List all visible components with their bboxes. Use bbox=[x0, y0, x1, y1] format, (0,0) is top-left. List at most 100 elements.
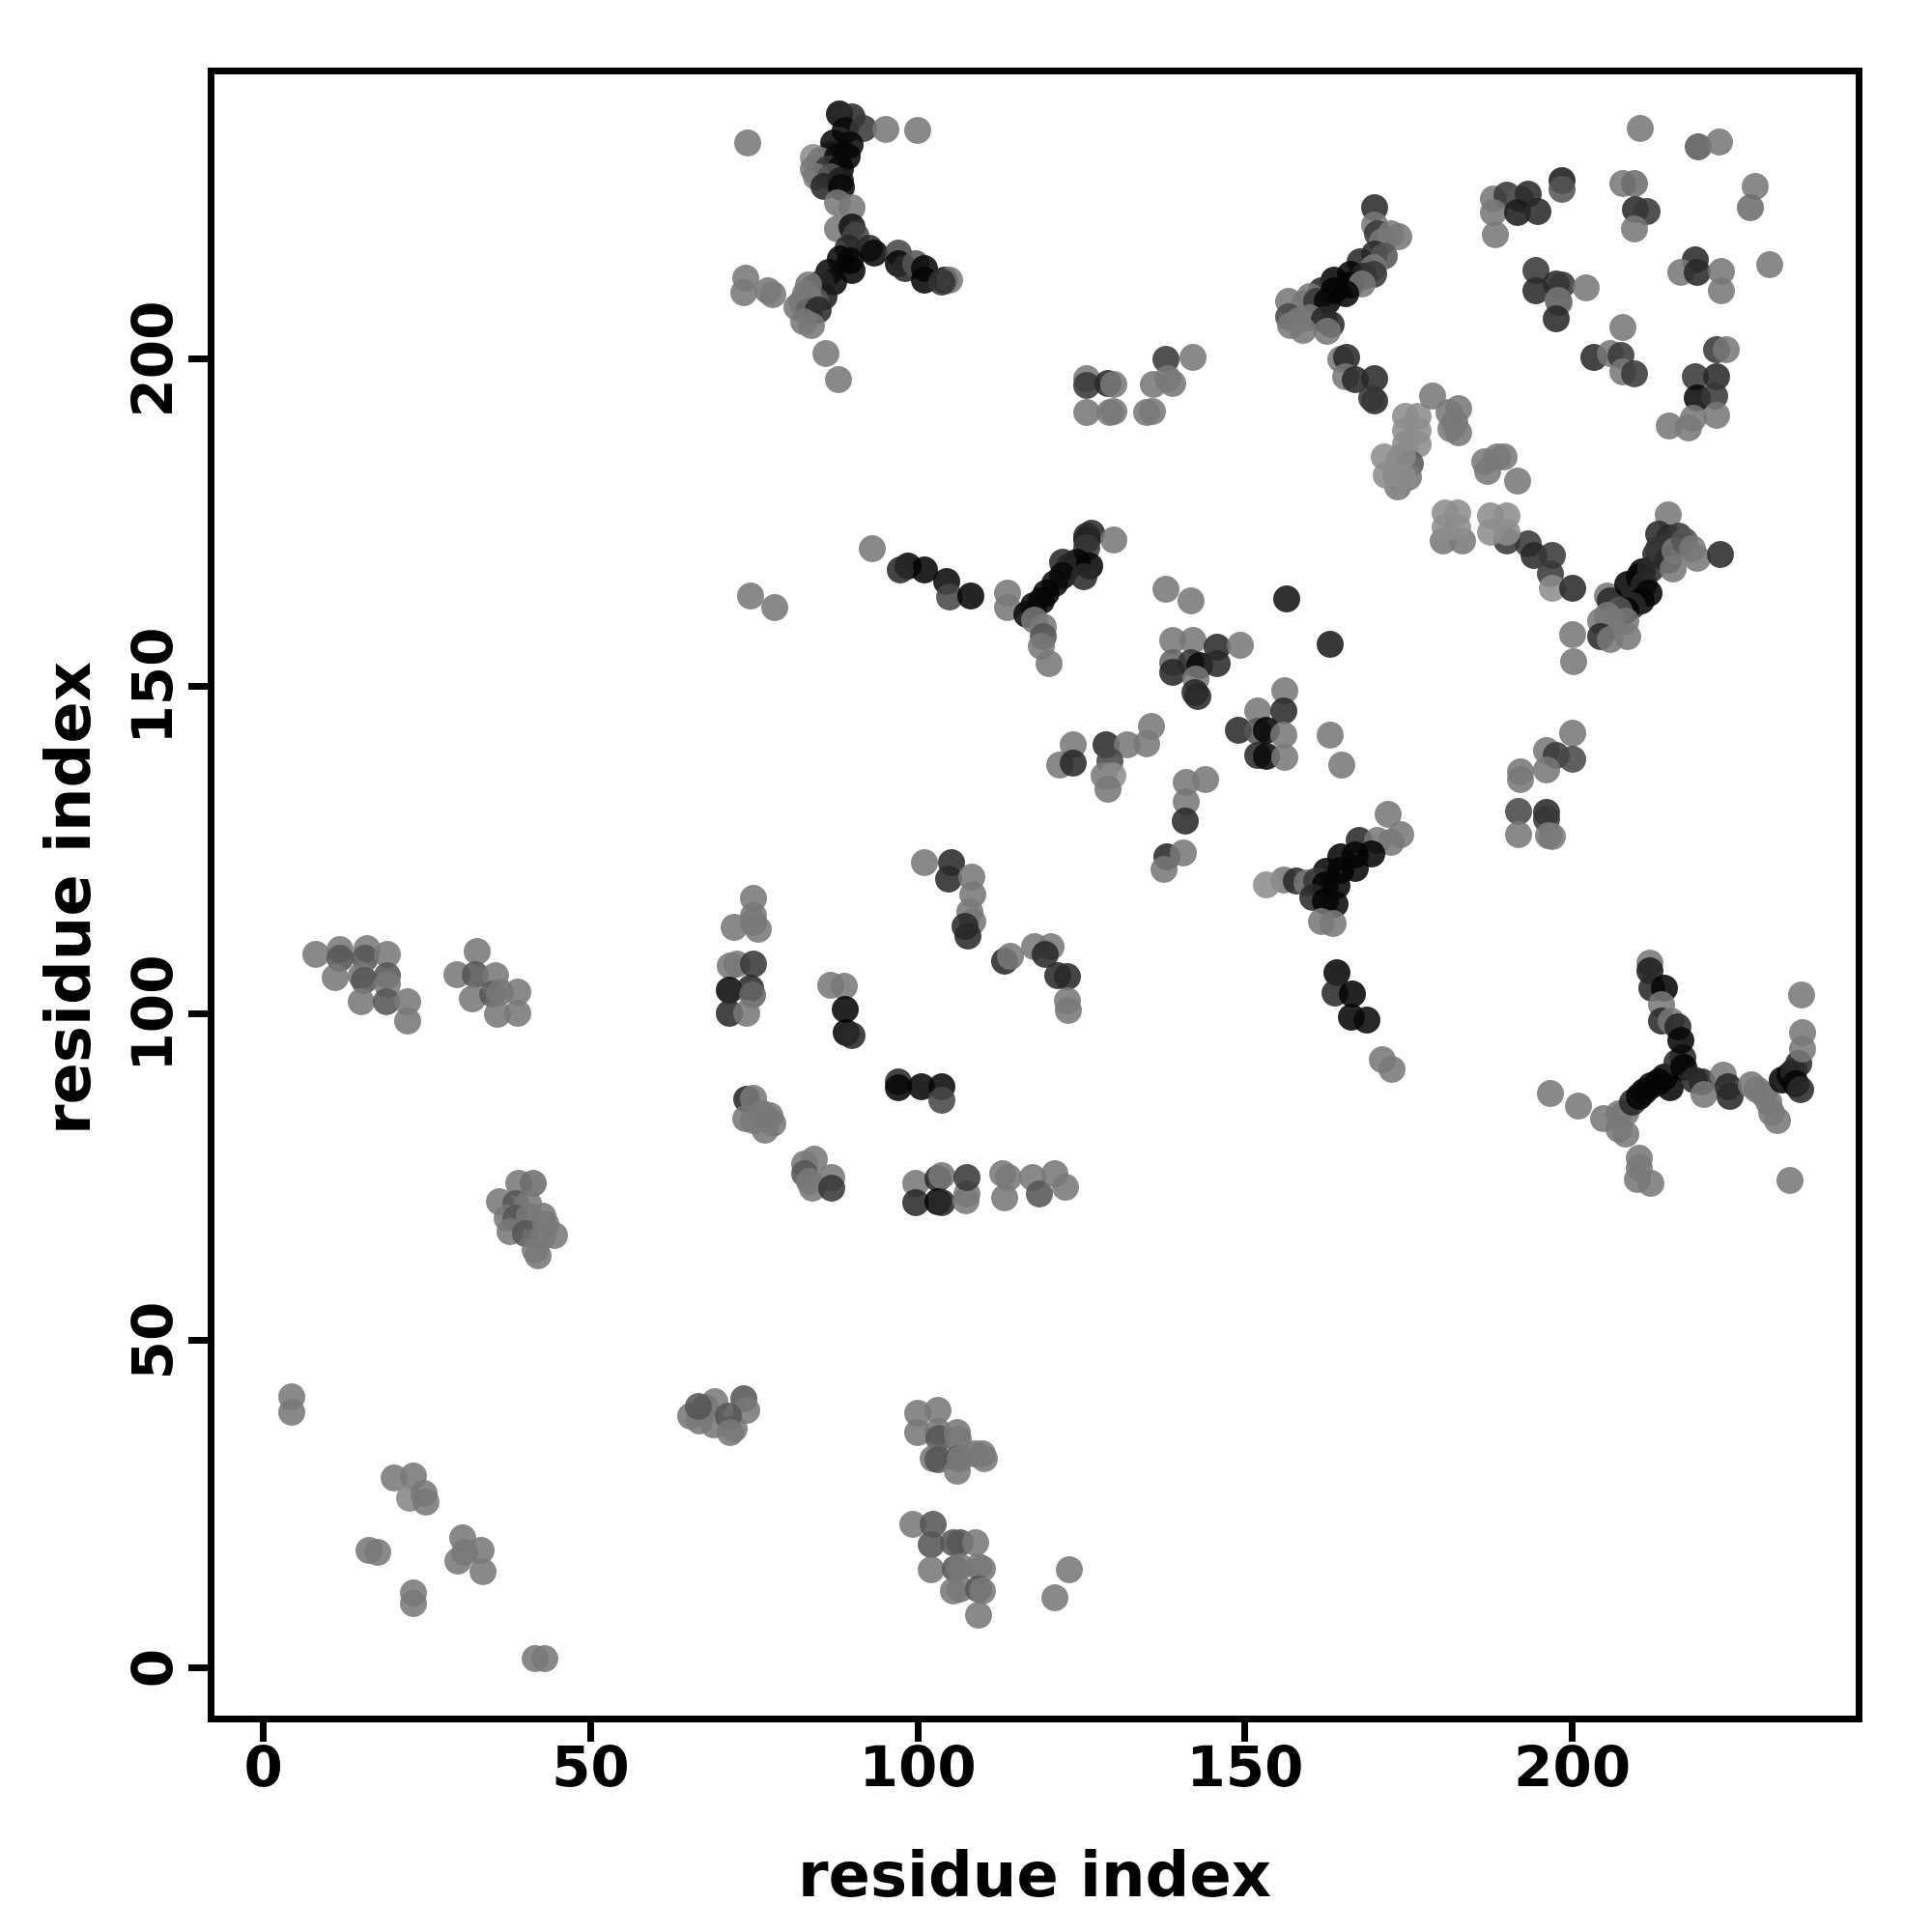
data-point bbox=[1621, 170, 1649, 198]
data-point bbox=[1481, 220, 1509, 248]
data-point bbox=[736, 582, 764, 610]
data-point bbox=[1506, 766, 1534, 794]
x-tick-label: 200 bbox=[1514, 1734, 1632, 1800]
data-point bbox=[1558, 745, 1586, 773]
data-point bbox=[1712, 335, 1740, 363]
data-point bbox=[1492, 519, 1520, 547]
data-point bbox=[1558, 574, 1586, 602]
data-point bbox=[928, 268, 956, 296]
data-point bbox=[301, 941, 329, 969]
data-point bbox=[1226, 632, 1254, 660]
data-point bbox=[716, 1418, 744, 1446]
data-point bbox=[1560, 648, 1588, 676]
data-point bbox=[1539, 823, 1567, 851]
data-point bbox=[1621, 359, 1649, 387]
data-point bbox=[443, 1547, 471, 1575]
data-point bbox=[1637, 1170, 1664, 1198]
data-point bbox=[797, 312, 825, 340]
data-point bbox=[1621, 214, 1649, 242]
data-point bbox=[1374, 801, 1402, 829]
data-point bbox=[744, 915, 772, 943]
x-tick-mark bbox=[1569, 1722, 1577, 1742]
data-point bbox=[760, 594, 788, 622]
data-point bbox=[860, 239, 888, 267]
data-point bbox=[953, 1164, 980, 1192]
data-point bbox=[1357, 384, 1385, 412]
data-point bbox=[1505, 820, 1533, 848]
data-point bbox=[469, 1558, 497, 1586]
data-point bbox=[1565, 1092, 1593, 1120]
data-point bbox=[1612, 1120, 1640, 1148]
data-point bbox=[1536, 1079, 1564, 1107]
data-point bbox=[399, 1589, 427, 1617]
data-point bbox=[964, 1601, 992, 1629]
data-point bbox=[1319, 910, 1347, 938]
y-tick-mark bbox=[188, 682, 208, 690]
data-point bbox=[988, 1159, 1016, 1187]
x-tick-label: 0 bbox=[243, 1734, 283, 1800]
data-point bbox=[830, 973, 858, 1001]
data-point bbox=[1317, 722, 1345, 750]
data-point bbox=[1055, 997, 1083, 1025]
data-point bbox=[734, 129, 762, 157]
data-point bbox=[1051, 1173, 1079, 1201]
data-point bbox=[740, 951, 768, 979]
data-point bbox=[1100, 371, 1128, 399]
data-point bbox=[1674, 413, 1702, 441]
data-point bbox=[1072, 399, 1100, 427]
x-tick-label: 50 bbox=[552, 1734, 630, 1800]
data-point bbox=[1444, 418, 1472, 446]
data-point bbox=[1069, 563, 1097, 591]
data-point bbox=[1100, 397, 1128, 425]
data-point bbox=[1352, 1006, 1380, 1034]
x-tick-mark bbox=[586, 1722, 594, 1742]
data-point bbox=[872, 115, 899, 143]
data-point bbox=[504, 999, 532, 1027]
data-point bbox=[1763, 1106, 1791, 1134]
x-tick-label: 150 bbox=[1186, 1734, 1304, 1800]
data-point bbox=[393, 1007, 421, 1035]
data-point bbox=[463, 937, 491, 965]
data-point bbox=[525, 1241, 553, 1269]
data-point bbox=[1667, 1026, 1695, 1054]
data-point bbox=[1558, 719, 1586, 747]
data-point bbox=[1608, 313, 1636, 341]
data-point bbox=[363, 1538, 391, 1566]
data-point bbox=[928, 1188, 956, 1216]
x-tick-mark bbox=[1241, 1722, 1249, 1742]
data-point bbox=[928, 1086, 956, 1114]
data-point bbox=[859, 535, 887, 563]
x-tick-label: 100 bbox=[859, 1734, 977, 1800]
data-point bbox=[1290, 316, 1318, 344]
data-point bbox=[751, 1116, 779, 1144]
data-point bbox=[1736, 193, 1764, 221]
data-point bbox=[729, 279, 757, 307]
data-point bbox=[1053, 963, 1081, 991]
y-tick-label: 50 bbox=[120, 1301, 185, 1380]
data-point bbox=[1789, 1018, 1817, 1046]
data-point bbox=[1524, 197, 1552, 225]
y-tick-label: 100 bbox=[120, 954, 185, 1072]
x-tick-mark bbox=[260, 1722, 268, 1742]
data-point bbox=[531, 1644, 559, 1672]
y-tick-mark bbox=[188, 1337, 208, 1345]
data-point bbox=[348, 988, 376, 1015]
data-point bbox=[1505, 797, 1533, 825]
data-point bbox=[825, 366, 853, 394]
data-point bbox=[1690, 1081, 1718, 1109]
data-point bbox=[838, 1022, 866, 1050]
data-point bbox=[1178, 586, 1206, 614]
data-point bbox=[886, 555, 914, 583]
data-point bbox=[831, 996, 859, 1024]
data-point bbox=[1151, 576, 1179, 604]
data-point bbox=[1317, 631, 1345, 659]
data-point bbox=[1444, 514, 1472, 542]
data-point bbox=[1040, 1583, 1068, 1611]
y-tick-mark bbox=[188, 1009, 208, 1017]
data-point bbox=[1055, 1556, 1083, 1584]
data-point bbox=[1339, 980, 1367, 1008]
data-point bbox=[277, 1399, 305, 1427]
data-point bbox=[412, 1488, 440, 1516]
data-point bbox=[954, 923, 982, 951]
